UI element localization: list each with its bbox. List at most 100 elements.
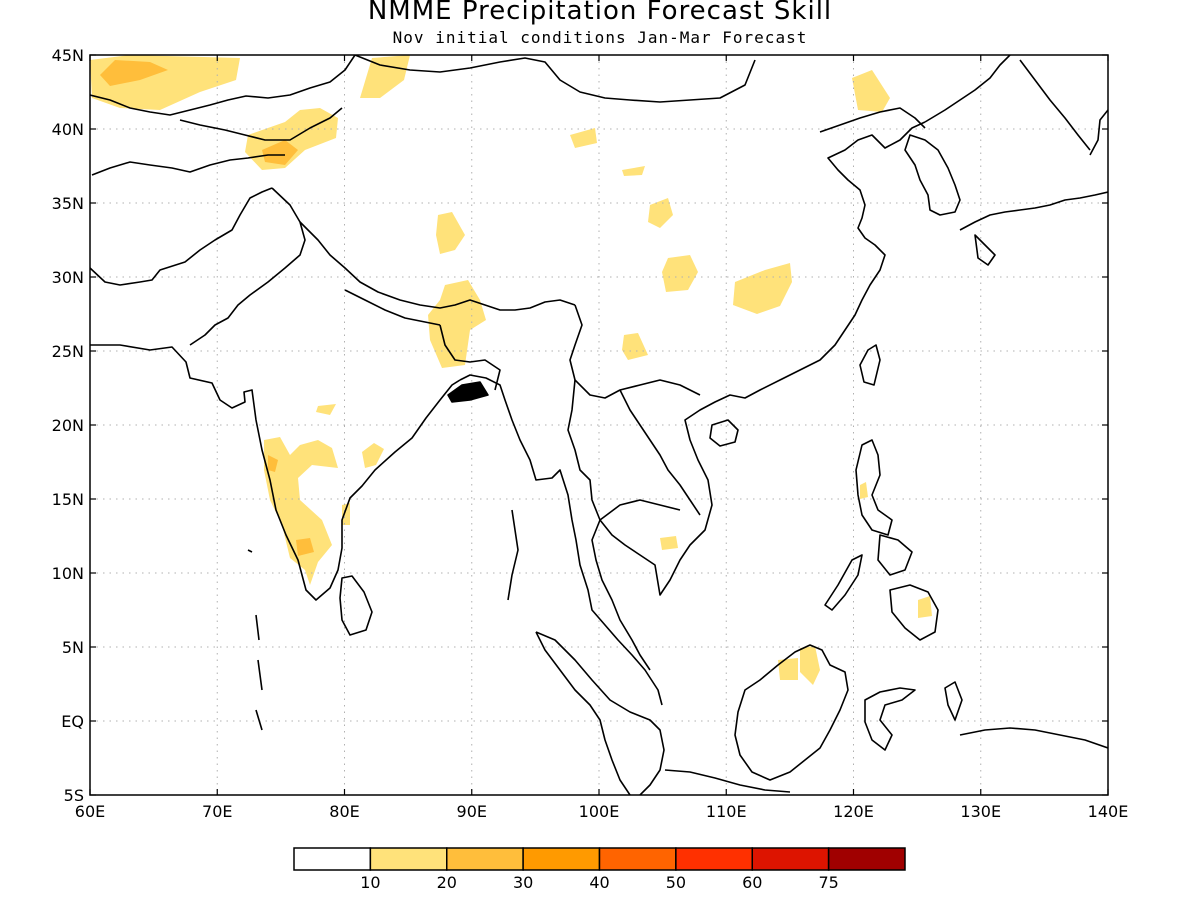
border-laos-vietnam (619, 389, 701, 516)
coastline-japan (959, 191, 1108, 231)
lon-tick-label: 100E (579, 802, 620, 821)
border-india-nepal-china (299, 221, 576, 311)
skill-region (436, 212, 465, 254)
coastline-java (664, 769, 791, 793)
islands-lakshadweep (247, 549, 263, 731)
coastline-india (90, 344, 461, 601)
coastline-bangladesh-delta (447, 381, 489, 403)
map-subtitle: Nov initial conditions Jan-Mar Forecast (392, 28, 808, 47)
colorbar-label: 10 (360, 873, 380, 892)
border-china-korea (819, 107, 926, 133)
coastline-mindanao (889, 584, 939, 641)
coastline-new-guinea (959, 727, 1108, 749)
border-china-mongolia (354, 55, 756, 103)
skill-region (268, 455, 278, 472)
lat-tick-label: 15N (52, 490, 84, 509)
coastline-korea (904, 134, 961, 216)
coastline-sumatra (535, 631, 665, 795)
coastline-japan-north (1089, 109, 1108, 156)
coastline-bay-of-bengal (459, 374, 663, 706)
skill-region (264, 437, 338, 585)
colorbar-label: 30 (513, 873, 533, 892)
coastline-malay-gulf (591, 519, 651, 671)
lon-tick-label: 110E (706, 802, 747, 821)
colorbar-label: 40 (589, 873, 609, 892)
skill-shading (90, 55, 932, 685)
lon-tick-label: 70E (202, 802, 232, 821)
lat-tick-label: EQ (61, 712, 84, 731)
lat-tick-label: 10N (52, 564, 84, 583)
lat-tick-label: 45N (52, 46, 84, 65)
lon-tick-label: 80E (329, 802, 359, 821)
colorbar-swatch (446, 847, 524, 871)
skill-region (660, 536, 678, 550)
skill-region (778, 658, 798, 680)
colorbar-swatch (827, 847, 906, 871)
islands-andaman (507, 509, 519, 601)
skill-region (622, 333, 648, 360)
skill-region (918, 596, 932, 618)
colorbar-swatch (293, 847, 372, 871)
skill-region (362, 443, 384, 468)
lat-tick-label: 35N (52, 194, 84, 213)
lon-tick-label: 120E (833, 802, 874, 821)
border-nepal-south (344, 289, 441, 326)
colorbar-label: 75 (818, 873, 838, 892)
colorbar: 10 20 30 40 50 60 75 (293, 847, 906, 892)
colorbar-swatch (675, 847, 753, 871)
skill-region (316, 404, 336, 415)
coastline-indochina (599, 121, 926, 596)
border-bangladesh (439, 324, 501, 391)
lon-tick-label: 90E (457, 802, 487, 821)
coastline-taiwan (859, 344, 881, 386)
colorbar-swatch (522, 847, 601, 871)
coastline-halmahera (944, 681, 963, 721)
skill-region (342, 503, 350, 525)
lat-tick-label: 25N (52, 342, 84, 361)
coastline-borneo (734, 644, 849, 781)
lon-tick-label: 140E (1088, 802, 1129, 821)
skill-region (360, 55, 410, 98)
coastline-japan-south (974, 234, 996, 266)
skill-region (860, 482, 868, 499)
lon-tick-label: 130E (960, 802, 1001, 821)
skill-region (296, 538, 314, 556)
colorbar-swatch (598, 847, 677, 871)
coastline-russia-east (1019, 59, 1091, 151)
border-china-russia-ne (924, 55, 1011, 123)
coastline-visayas (877, 534, 913, 576)
lat-tick-label: 5N (62, 638, 84, 657)
skill-region (262, 140, 298, 165)
coastline-hainan (709, 419, 739, 447)
border-kyrgyz-tajik (179, 107, 343, 141)
border-thai-cambodia (599, 499, 681, 521)
skill-region (648, 198, 673, 228)
border-pakistan-afghanistan (90, 187, 273, 286)
border-central-asia (90, 55, 356, 116)
border-myanmar-thai (567, 379, 601, 521)
lat-tick-label: 20N (52, 416, 84, 435)
skill-region (733, 263, 792, 314)
colorbar-label: 60 (742, 873, 762, 892)
coastline-luzon (855, 439, 893, 536)
skill-region (100, 60, 168, 86)
coastline-sumatra-west (535, 631, 631, 795)
lon-tick-label: 60E (75, 802, 105, 821)
colorbar-label: 20 (437, 873, 457, 892)
colorbar-swatch (751, 847, 830, 871)
skill-region (570, 128, 597, 148)
skill-region (622, 166, 645, 176)
border-afghanistan-north (91, 154, 285, 176)
coastline-sulawesi (864, 687, 916, 751)
lat-tick-label: 30N (52, 268, 84, 287)
lat-tick-label: 5S (64, 786, 84, 805)
border-india-pakistan (189, 187, 306, 346)
border-myanmar-china (569, 304, 701, 399)
colorbar-label: 50 (666, 873, 686, 892)
colorbar-swatch (369, 847, 448, 871)
map-title: NMME Precipitation Forecast Skill (367, 0, 833, 26)
coastline-palawan (824, 554, 863, 611)
skill-region (852, 70, 890, 112)
